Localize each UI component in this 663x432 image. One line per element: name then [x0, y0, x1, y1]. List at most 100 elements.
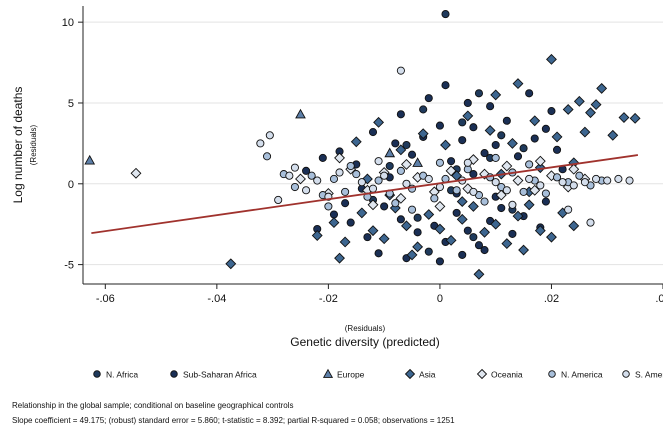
data-point: [546, 53, 557, 65]
data-point: [568, 220, 580, 232]
data-point: [378, 233, 390, 245]
legend-label: S. America: [635, 370, 663, 380]
data-point: [541, 189, 550, 198]
data-point: [440, 139, 451, 151]
y-tick-label: 5: [68, 98, 74, 110]
data-point: [618, 112, 630, 123]
data-point: [518, 244, 530, 256]
data-point: [335, 168, 344, 177]
data-point: [402, 179, 411, 188]
data-point: [551, 131, 563, 143]
data-point: [423, 209, 435, 220]
data-point: [367, 199, 379, 211]
legend-label: N. Africa: [106, 370, 138, 380]
data-point: [569, 181, 578, 190]
data-point: [374, 157, 383, 166]
data-point: [339, 236, 351, 248]
data-point: [346, 161, 355, 171]
data-point: [367, 225, 379, 237]
scatter-plot: -5 0 5 10 -.06 -.04 -.02 0 .02 .04 Log number of d…: [11, 6, 663, 380]
data-point: [302, 186, 311, 195]
data-point: [396, 166, 405, 175]
data-point: [596, 82, 608, 94]
data-point: [380, 202, 389, 211]
data-point: [424, 94, 433, 103]
data-point: [225, 258, 237, 270]
data-point: [534, 155, 546, 167]
data-point: [547, 107, 556, 116]
data-point: [435, 121, 444, 130]
data-point: [480, 197, 489, 206]
data-point: [265, 131, 274, 140]
data-point: [562, 104, 574, 115]
data-point: [346, 218, 355, 227]
data-point: [352, 170, 361, 179]
data-point: [434, 223, 446, 235]
data-point: [484, 125, 496, 136]
data-point: [307, 171, 316, 180]
data-point: [525, 160, 534, 169]
data-point: [313, 176, 322, 185]
data-point: [435, 158, 444, 167]
data-point: [502, 186, 511, 195]
data-point: [413, 228, 422, 237]
data-point: [534, 225, 546, 237]
data-point: [463, 98, 472, 108]
data-point: [479, 168, 490, 180]
data-point: [295, 108, 306, 119]
data-point: [512, 210, 524, 222]
data-point: [463, 226, 472, 235]
x-tick-label: -.04: [207, 293, 226, 305]
legend-marker: [404, 368, 416, 380]
data-point: [579, 126, 591, 138]
data-point: [592, 174, 601, 183]
data-point: [295, 173, 306, 185]
caption-line-2: Slope coefficient = 49.175; (robust) sta…: [12, 416, 455, 425]
x-axis-subtitle: (Residuals): [345, 324, 386, 333]
data-point: [512, 175, 524, 186]
data-point: [580, 178, 589, 187]
data-point: [486, 102, 495, 111]
data-point: [491, 178, 500, 187]
data-point: [568, 163, 580, 175]
data-point: [546, 231, 557, 243]
legend-marker: [622, 370, 630, 378]
data-point: [445, 165, 457, 177]
data-point: [435, 257, 444, 266]
data-point: [508, 229, 517, 238]
data-point: [467, 200, 479, 212]
data-point: [456, 196, 468, 208]
x-tick-label: 0: [437, 293, 443, 305]
data-point: [424, 247, 433, 256]
data-point: [502, 116, 511, 125]
data-point: [412, 157, 423, 167]
data-point: [334, 152, 345, 164]
data-point: [311, 230, 323, 241]
y-tick-label: -5: [64, 260, 74, 272]
data-point: [480, 246, 489, 255]
data-point: [508, 200, 517, 209]
data-point: [84, 154, 96, 165]
legend-marker: [93, 370, 101, 378]
data-point: [413, 213, 422, 222]
data-point: [391, 199, 400, 208]
data-point: [541, 197, 550, 206]
data-point: [530, 134, 539, 143]
data-point: [480, 149, 489, 158]
data-point: [417, 128, 429, 140]
data-point: [285, 171, 294, 180]
legend-label: Europe: [337, 370, 365, 380]
data-point: [458, 136, 467, 145]
data-point: [501, 238, 513, 250]
data-point: [290, 163, 299, 172]
data-point: [519, 144, 528, 153]
data-point: [469, 123, 478, 132]
data-point: [324, 202, 333, 211]
x-axis-title: Genetic diversity (predicted): [290, 335, 439, 349]
data-point: [329, 174, 339, 183]
data-point: [406, 249, 418, 261]
data-point: [424, 174, 433, 183]
data-point: [523, 199, 535, 211]
data-point: [490, 218, 502, 230]
